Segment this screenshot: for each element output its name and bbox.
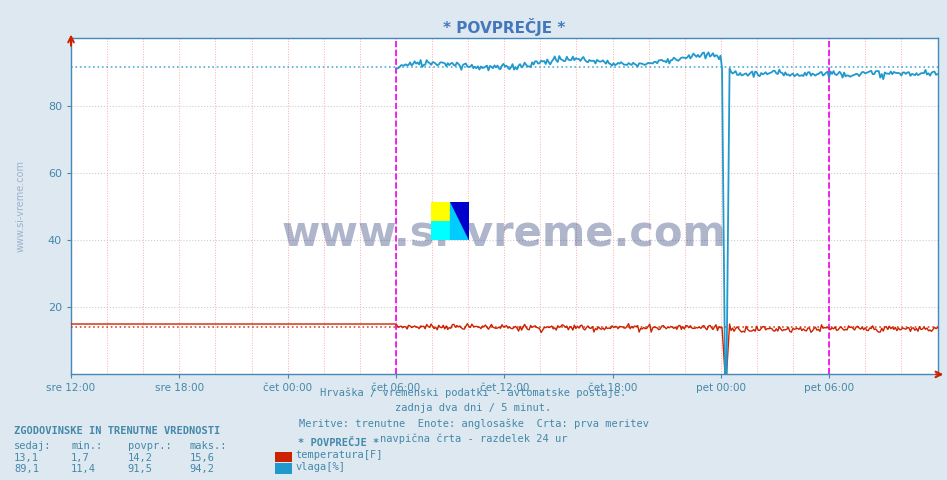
Text: 91,5: 91,5 [128,464,152,474]
Bar [431,221,450,240]
Polygon shape [450,202,469,240]
Text: Hrvaška / vremenski podatki - avtomatske postaje.: Hrvaška / vremenski podatki - avtomatske… [320,387,627,398]
Text: 13,1: 13,1 [14,453,39,463]
Text: ZGODOVINSKE IN TRENUTNE VREDNOSTI: ZGODOVINSKE IN TRENUTNE VREDNOSTI [14,426,221,436]
Text: 15,6: 15,6 [189,453,214,463]
Text: www.si-vreme.com: www.si-vreme.com [282,212,726,254]
Text: 1,7: 1,7 [71,453,90,463]
Text: povpr.:: povpr.: [128,441,171,451]
Title: * POVPREČJE *: * POVPREČJE * [443,18,565,36]
Text: 89,1: 89,1 [14,464,39,474]
Text: 14,2: 14,2 [128,453,152,463]
Text: temperatura[F]: temperatura[F] [295,450,383,460]
Text: min.:: min.: [71,441,102,451]
Text: * POVPREČJE *: * POVPREČJE * [298,438,380,448]
Text: 94,2: 94,2 [189,464,214,474]
Text: navpična črta - razdelek 24 ur: navpična črta - razdelek 24 ur [380,433,567,444]
Text: sedaj:: sedaj: [14,441,52,451]
Text: www.si-vreme.com: www.si-vreme.com [16,160,26,252]
Text: maks.:: maks.: [189,441,227,451]
Text: zadnja dva dni / 5 minut.: zadnja dva dni / 5 minut. [396,403,551,413]
Bar [431,202,450,221]
Text: Meritve: trenutne  Enote: anglosaške  Crta: prva meritev: Meritve: trenutne Enote: anglosaške Crta… [298,418,649,429]
Text: vlaga[%]: vlaga[%] [295,462,346,472]
Text: 11,4: 11,4 [71,464,96,474]
Bar [450,202,469,240]
